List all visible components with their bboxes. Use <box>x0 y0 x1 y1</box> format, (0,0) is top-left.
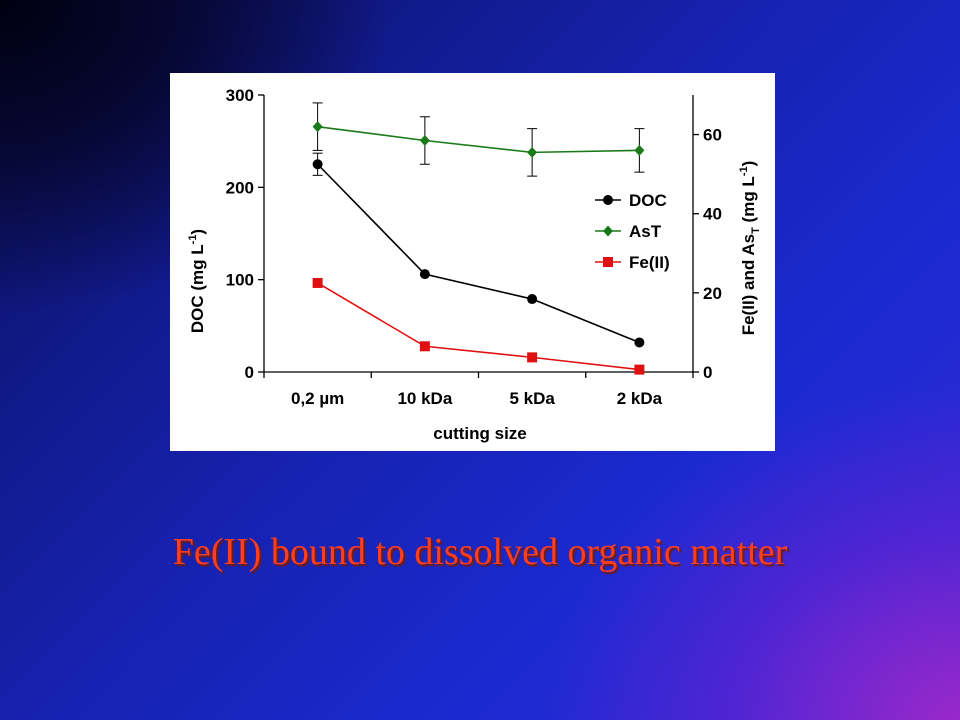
data-point-feii <box>312 277 323 288</box>
data-point-feii <box>634 364 645 375</box>
legend-marker-ast <box>603 225 613 237</box>
data-point-ast <box>634 144 645 156</box>
y-right-tick-label: 0 <box>703 363 712 382</box>
legend-label-doc: DOC <box>629 191 667 210</box>
y-left-tick-label: 300 <box>226 86 254 105</box>
x-tick-label: 0,2 µm <box>291 389 344 408</box>
data-point-feii <box>419 341 430 352</box>
y-right-tick-label: 40 <box>703 205 722 224</box>
legend-marker-feii <box>603 257 613 267</box>
y-left-tick-label: 0 <box>245 363 254 382</box>
y-right-tick-label: 60 <box>703 126 722 145</box>
data-point-ast <box>312 121 323 133</box>
data-point-feii <box>527 352 538 363</box>
y-left-tick-label: 200 <box>226 178 254 197</box>
x-tick-label: 10 kDa <box>397 389 452 408</box>
chart-panel: 0 100 200 300 0 20 40 60 0,2 µm 10 kDa 5 kDa 2 kDa … <box>170 73 775 451</box>
data-point-ast <box>527 146 538 158</box>
series-line-doc <box>317 163 640 344</box>
data-point-doc <box>634 337 645 348</box>
y-axis-left-label: DOC (mg L-1) <box>187 229 207 333</box>
x-tick-label: 5 kDa <box>509 389 555 408</box>
data-point-ast <box>419 135 430 147</box>
data-point-doc <box>419 269 430 280</box>
data-point-doc <box>527 294 538 305</box>
x-axis-label: cutting size <box>433 424 527 443</box>
y-left-tick-label: 100 <box>226 271 254 290</box>
data-point-doc <box>312 159 323 170</box>
y-axis-right-label: Fe(II) and AsT (mg L-1) <box>738 161 762 336</box>
legend-label-ast: AsT <box>629 222 662 241</box>
series-line-ast <box>317 125 640 154</box>
legend-label-feii: Fe(II) <box>629 253 670 272</box>
x-tick-label: 2 kDa <box>617 389 663 408</box>
slide-caption: Fe(II) bound to dissolved organic matter <box>172 531 788 573</box>
legend-marker-doc <box>603 195 613 205</box>
y-right-tick-label: 20 <box>703 284 722 303</box>
legend: DOC AsT Fe(II) <box>595 191 670 272</box>
series-line-feii <box>317 282 640 371</box>
